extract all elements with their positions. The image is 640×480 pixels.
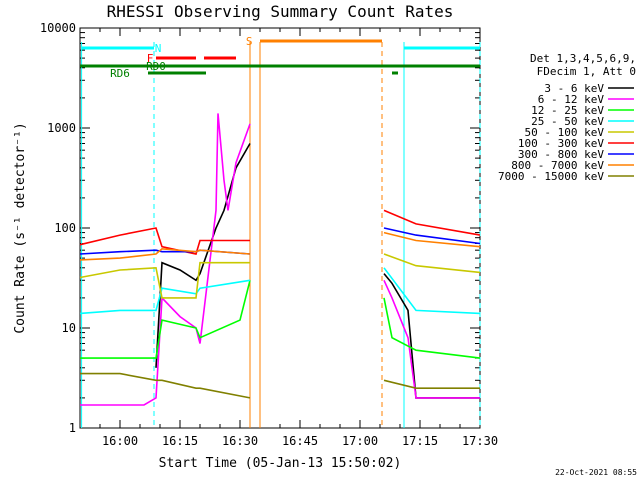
series-line: [155, 143, 480, 399]
legend-item-label: 7000 - 15000 keV: [498, 170, 604, 183]
x-tick-label: 16:00: [102, 434, 138, 448]
series-line: [79, 231, 481, 261]
legend: Det 1,3,4,5,6,9,FDecim 1, Att 0 3 - 6 keV…: [498, 52, 636, 183]
flag-label: RD0: [146, 60, 166, 73]
x-tick-label: 17:15: [402, 434, 438, 448]
series-line: [80, 280, 481, 359]
legend-item-label: 50 - 100 keV: [525, 126, 605, 139]
series-line: [79, 253, 481, 299]
legend-item-label: 12 - 25 keV: [531, 104, 604, 117]
legend-item-label: 3 - 6 keV: [544, 82, 604, 95]
legend-header: Det 1,3,4,5,6,9,: [530, 52, 636, 65]
legend-item-label: 800 - 7000 keV: [511, 159, 604, 172]
y-axis-label: Count Rate (s⁻¹ detector⁻¹): [13, 122, 28, 333]
flag-label: N: [155, 42, 162, 55]
x-tick-label: 17:30: [462, 434, 498, 448]
legend-item-label: 6 - 12 keV: [538, 93, 605, 106]
series-line: [80, 113, 480, 406]
plot-area: [79, 27, 481, 429]
vertical-markers: [81, 42, 481, 428]
legend-item-label: 100 - 300 keV: [518, 137, 604, 150]
flag-label: RD6: [110, 67, 130, 80]
y-tick-label: 1000: [47, 121, 76, 135]
series-line: [80, 372, 480, 399]
x-tick-label: 16:45: [282, 434, 318, 448]
y-tick-label: 100: [54, 221, 76, 235]
plot-frame: [79, 27, 481, 429]
x-tick-label: 16:30: [222, 434, 258, 448]
y-tick-label: 10: [62, 321, 76, 335]
x-tick-label: 16:15: [162, 434, 198, 448]
x-tick-label: 17:00: [342, 434, 378, 448]
series-lines: [79, 113, 481, 406]
x-axis-label: Start Time (05-Jan-13 15:50:02): [159, 456, 402, 471]
series-line: [79, 209, 481, 255]
y-tick-label: 1: [69, 421, 76, 435]
axis-ticks: [79, 27, 481, 429]
legend-header: FDecim 1, Att 0: [537, 65, 636, 78]
y-tick-label: 10000: [40, 21, 76, 35]
footer-date: 22-Oct-2021 08:55: [555, 468, 637, 477]
y-tick-labels: 1 10 100 1000 10000: [40, 21, 76, 435]
legend-item-label: 25 - 50 keV: [531, 115, 604, 128]
flag-label: S: [246, 35, 253, 48]
flag-label: F: [147, 52, 154, 65]
x-tick-labels: 16:00 16:15 16:30 16:45 17:00 17:15 17:30: [102, 434, 498, 448]
chart-title: RHESSI Observing Summary Count Rates: [107, 2, 454, 21]
series-line: [79, 267, 481, 315]
legend-item-label: 300 - 800 keV: [518, 148, 604, 161]
